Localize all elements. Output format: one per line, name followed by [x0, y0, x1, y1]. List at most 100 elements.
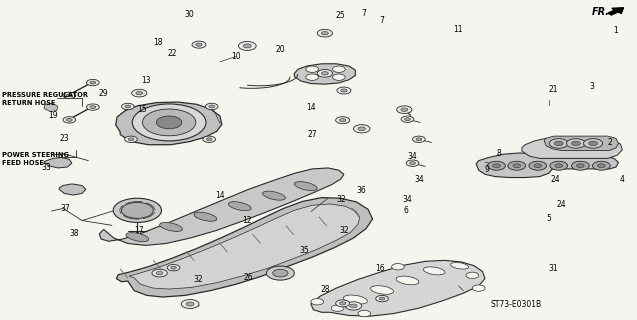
Circle shape: [397, 106, 412, 114]
Circle shape: [598, 164, 605, 168]
Circle shape: [66, 94, 72, 97]
Circle shape: [592, 161, 610, 170]
Circle shape: [571, 141, 580, 146]
Text: ST73-E0301B: ST73-E0301B: [490, 300, 541, 309]
Circle shape: [122, 202, 154, 218]
Circle shape: [583, 139, 603, 148]
Circle shape: [317, 69, 333, 77]
Text: 10: 10: [231, 52, 241, 61]
Circle shape: [576, 164, 584, 168]
Circle shape: [466, 272, 478, 278]
Ellipse shape: [450, 262, 469, 269]
Text: 17: 17: [134, 226, 144, 235]
Circle shape: [186, 302, 194, 306]
Ellipse shape: [294, 182, 317, 191]
Text: 24: 24: [557, 200, 566, 209]
Circle shape: [413, 136, 426, 142]
Circle shape: [113, 198, 162, 222]
Circle shape: [206, 138, 212, 141]
Ellipse shape: [194, 212, 217, 221]
Text: 3: 3: [589, 82, 594, 91]
Circle shape: [171, 266, 176, 269]
Circle shape: [317, 29, 333, 37]
Circle shape: [549, 139, 568, 148]
Circle shape: [322, 72, 328, 75]
Circle shape: [379, 297, 385, 300]
Text: 16: 16: [375, 264, 384, 273]
Circle shape: [63, 92, 76, 99]
Text: POWER STEERING
FEED HOSE: POWER STEERING FEED HOSE: [2, 152, 69, 166]
Text: 5: 5: [546, 214, 551, 223]
Circle shape: [90, 81, 96, 84]
Circle shape: [392, 264, 404, 270]
Circle shape: [406, 160, 419, 166]
Circle shape: [322, 31, 328, 35]
Ellipse shape: [371, 286, 394, 294]
Circle shape: [410, 162, 415, 164]
Circle shape: [492, 164, 500, 168]
Circle shape: [156, 271, 163, 275]
Text: 14: 14: [306, 103, 316, 112]
Circle shape: [203, 136, 215, 142]
Polygon shape: [311, 260, 485, 316]
Circle shape: [125, 105, 131, 108]
Text: 11: 11: [454, 25, 463, 34]
Circle shape: [554, 141, 563, 146]
Polygon shape: [544, 136, 619, 150]
Circle shape: [125, 136, 138, 142]
Circle shape: [87, 104, 99, 110]
Text: 35: 35: [299, 246, 310, 255]
Text: 33: 33: [41, 163, 52, 172]
Ellipse shape: [126, 233, 149, 242]
Ellipse shape: [228, 202, 251, 211]
Circle shape: [340, 302, 346, 305]
Circle shape: [401, 108, 408, 111]
Text: 13: 13: [141, 76, 150, 85]
Text: 22: 22: [168, 49, 177, 58]
Circle shape: [87, 79, 99, 86]
Circle shape: [336, 117, 350, 124]
Text: 30: 30: [184, 10, 194, 19]
Text: 23: 23: [59, 134, 69, 143]
Text: 1: 1: [613, 27, 619, 36]
Text: 37: 37: [61, 204, 71, 213]
Circle shape: [358, 310, 371, 317]
Circle shape: [143, 109, 196, 136]
Text: 31: 31: [549, 264, 559, 273]
FancyArrow shape: [608, 8, 624, 15]
Text: 15: 15: [137, 105, 147, 114]
Circle shape: [472, 285, 485, 291]
Circle shape: [209, 105, 215, 108]
Circle shape: [331, 305, 344, 311]
Text: 34: 34: [408, 152, 417, 161]
Text: 12: 12: [243, 216, 252, 225]
Polygon shape: [117, 197, 373, 297]
Text: 29: 29: [99, 89, 108, 98]
Circle shape: [132, 89, 147, 97]
Ellipse shape: [262, 191, 285, 200]
Text: 36: 36: [357, 186, 367, 195]
Text: PRESSURE REGULATOR
RETURN HOSE: PRESSURE REGULATOR RETURN HOSE: [2, 92, 88, 107]
Ellipse shape: [396, 276, 419, 285]
Circle shape: [341, 89, 347, 92]
Circle shape: [566, 139, 585, 148]
Circle shape: [337, 87, 351, 94]
Circle shape: [345, 302, 362, 310]
Circle shape: [243, 44, 252, 48]
Text: 32: 32: [336, 195, 346, 204]
Polygon shape: [59, 184, 86, 195]
Circle shape: [266, 266, 294, 280]
Text: 32: 32: [339, 226, 348, 235]
Circle shape: [238, 42, 256, 50]
Polygon shape: [116, 102, 222, 145]
Circle shape: [416, 138, 422, 141]
Circle shape: [196, 43, 202, 46]
Text: 21: 21: [549, 85, 559, 94]
Circle shape: [534, 164, 541, 168]
Circle shape: [589, 141, 598, 146]
Circle shape: [571, 161, 589, 170]
Polygon shape: [522, 138, 622, 158]
Text: 2: 2: [607, 138, 612, 147]
Polygon shape: [294, 64, 355, 84]
Circle shape: [350, 304, 357, 308]
